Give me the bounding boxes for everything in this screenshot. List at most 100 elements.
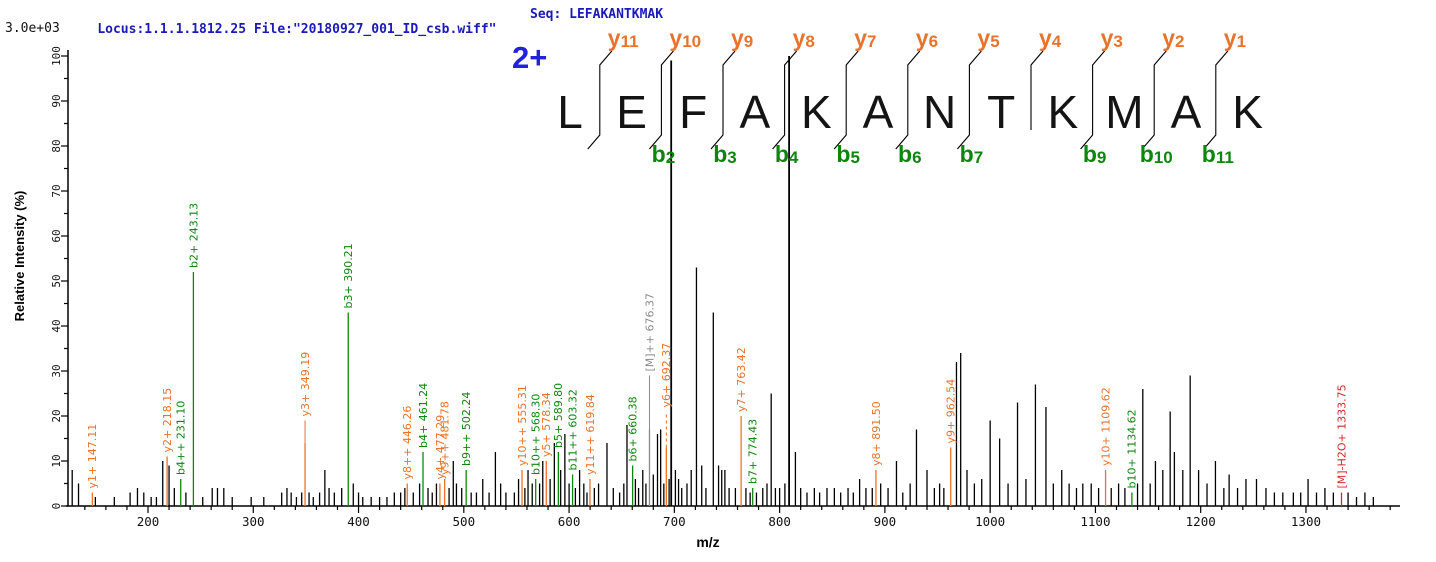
residue-letter-10: M (1105, 86, 1143, 138)
sequence-label: Seq: LEFAKANTKMAK (530, 7, 664, 22)
precursor-charge-label: 2+ (512, 40, 547, 75)
residue-letter-2: E (616, 86, 647, 138)
y-tick-label: 50 (50, 274, 63, 287)
seq-ion-y3: y3 (1101, 25, 1123, 51)
fragmentation-mark (710, 50, 736, 150)
seq-ion-b9: b9 (1083, 141, 1107, 167)
seq-ion-b6: b6 (898, 141, 922, 167)
x-tick-label: 600 (558, 514, 581, 529)
y-tick-label: 0 (50, 503, 63, 510)
seq-ion-b10: b10 (1140, 141, 1173, 167)
seq-ion-y5: y5 (977, 25, 999, 51)
peak-label: y10++ 555.31 (516, 385, 529, 466)
peak-label: y8++ 446.26 (401, 406, 414, 480)
seq-ion-y10: y10 (669, 25, 701, 51)
fragmentation-mark (1203, 50, 1229, 150)
fragmentation-mark (648, 50, 674, 150)
residue-letter-4: A (739, 86, 770, 138)
fragmentation-mark (1080, 50, 1106, 150)
residue-letter-3: F (679, 86, 707, 138)
seq-ion-y8: y8 (793, 25, 815, 51)
seq-ion-y9: y9 (731, 25, 753, 51)
peak-label: y3+ 349.19 (299, 352, 312, 417)
seq-ion-b4: b4 (775, 141, 799, 167)
peak-label: y5+ 578.34 (540, 392, 553, 457)
peak-label: b11++ 603.32 (566, 389, 579, 470)
fragmentation-mark (833, 50, 859, 150)
fragmentation-mark (587, 50, 613, 150)
seq-ion-y2: y2 (1162, 25, 1184, 51)
seq-ion-b7: b7 (960, 141, 984, 167)
seq-ion-b11: b11 (1202, 141, 1234, 167)
peak-label: y9+ 962.54 (945, 379, 958, 444)
x-tick-label: 1200 (1186, 514, 1216, 529)
x-tick-label: 800 (768, 514, 791, 529)
locus-file-label: Locus:1.1.1.1812.25 File:"20180927_001_I… (97, 22, 497, 37)
seq-ion-b2: b2 (652, 141, 676, 167)
residue-letter-5: K (801, 86, 832, 138)
peak-label: y6+ 692.37 (660, 343, 673, 408)
intensity-scale-label: 3.0e+03 (5, 21, 60, 36)
x-tick-label: 1100 (1080, 514, 1110, 529)
x-tick-label: 700 (663, 514, 686, 529)
seq-ion-y6: y6 (916, 25, 938, 51)
peak-label: b4+ 461.24 (417, 383, 430, 448)
y-tick-label: 30 (50, 364, 63, 377)
peak-label: b5+ 589.80 (552, 383, 565, 448)
peak-label: b3+ 390.21 (342, 243, 355, 308)
y-tick-label: 60 (50, 229, 63, 242)
residue-letter-12: K (1232, 86, 1263, 138)
y-tick-label: 90 (50, 94, 63, 107)
y-tick-label: 100 (50, 46, 63, 66)
peak-label: y10+ 1109.62 (1099, 387, 1112, 466)
peak-label: y9++ 481.78 (438, 401, 451, 475)
residue-letter-11: A (1171, 86, 1202, 138)
residue-letter-9: K (1047, 86, 1078, 138)
fragmentation-mark (956, 50, 982, 150)
seq-ion-y11: y11 (608, 25, 639, 51)
seq-ion-y7: y7 (854, 25, 876, 51)
y-tick-label: 20 (50, 409, 63, 422)
x-tick-label: 1000 (975, 514, 1005, 529)
seq-ion-y1: y1 (1224, 25, 1246, 51)
seq-ion-b5: b5 (836, 141, 860, 167)
x-tick-label: 500 (453, 514, 476, 529)
fragmentation-mark (895, 50, 921, 150)
x-tick-label: 900 (874, 514, 897, 529)
y-tick-label: 40 (50, 319, 63, 332)
header-row: Locus:1.1.1.1812.25 File:"20180927_001_I… (66, 7, 1426, 67)
peak-label: b4++ 231.10 (175, 401, 188, 475)
fragmentation-mark (772, 50, 798, 150)
x-tick-label: 1300 (1291, 514, 1321, 529)
peak-label: [M]++ 676.37 (643, 293, 656, 372)
x-tick-label: 300 (242, 514, 265, 529)
fragmentation-mark (1030, 50, 1044, 130)
peak-label: y8+ 891.50 (870, 401, 883, 466)
y-axis-title: Relative Intensity (%) (12, 191, 27, 322)
peak-label: y7+ 763.42 (735, 347, 748, 412)
residue-letter-7: N (923, 86, 956, 138)
peak-label: y4+ 477.29 (434, 415, 447, 480)
seq-ion-b3: b3 (713, 141, 737, 167)
peak-label: b10+ 1134.62 (1126, 409, 1139, 488)
x-tick-label: 400 (347, 514, 370, 529)
seq-ion-y4: y4 (1039, 25, 1062, 51)
peak-label: [M]-H2O+ 1333.75 (1335, 384, 1348, 488)
x-axis-title: m/z (696, 534, 719, 550)
peak-label: b7+ 774.43 (747, 419, 760, 484)
fragmentation-mark (1141, 50, 1167, 150)
peak-label: b6+ 660.38 (626, 396, 639, 461)
y-tick-label: 70 (50, 184, 63, 197)
peak-label: y2+ 218.15 (161, 388, 174, 453)
peak-label: b9++ 502.24 (460, 392, 473, 466)
peak-label: y1+ 147.11 (86, 424, 99, 489)
x-tick-label: 200 (137, 514, 160, 529)
residue-letter-6: A (863, 86, 894, 138)
peak-label: b10++ 568.30 (530, 394, 543, 475)
y-tick-label: 10 (50, 454, 63, 467)
residue-letter-8: T (987, 86, 1015, 138)
peak-label: y11++ 619.84 (584, 394, 597, 475)
y-tick-label: 80 (50, 139, 63, 152)
